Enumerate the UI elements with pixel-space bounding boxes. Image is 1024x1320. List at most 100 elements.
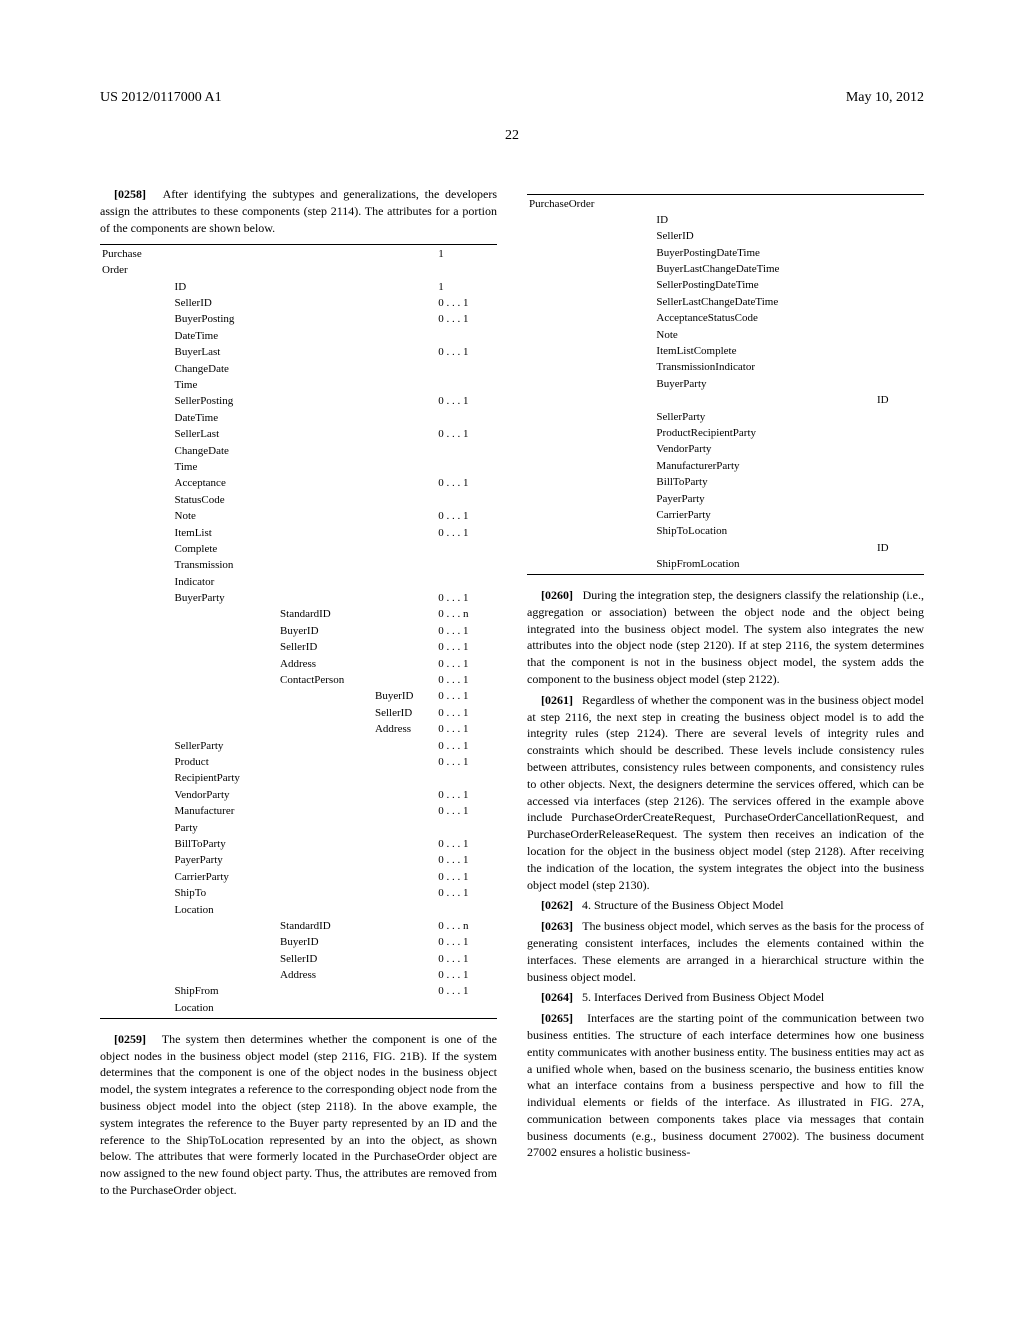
table-cell: 0 . . . 1 [436,804,497,820]
table-cell [373,951,436,967]
table-cell [278,836,373,852]
table-cell: SellerLastChangeDateTime [654,294,875,310]
table-cell: PayerParty [654,491,875,507]
table-cell [100,640,173,656]
table-row: PayerParty0 . . . 1 [100,853,497,869]
table-cell [654,540,875,556]
table-cell [373,410,436,426]
table-cell [436,328,497,344]
table-cell [373,263,436,279]
para-num: [0265] [541,1011,573,1025]
table-cell: 0 . . . n [436,607,497,623]
table-cell: 0 . . . 1 [436,296,497,312]
table-cell [527,294,654,310]
table-cell [875,196,924,212]
table-row: Note [527,327,924,343]
table-cell [173,935,279,951]
table-cell [100,771,173,787]
table-cell [100,574,173,590]
table-cell [278,574,373,590]
table-row [527,573,924,575]
table-cell [436,410,497,426]
table-cell [278,705,373,721]
table-row: Indicator [100,574,497,590]
table-cell [373,591,436,607]
table-cell [527,212,654,228]
para-0265: [0265] Interfaces are the starting point… [527,1010,924,1161]
table-cell: SellerParty [173,738,279,754]
table-cell [100,820,173,836]
table-cell: ShipToLocation [654,524,875,540]
table-row: Time [100,459,497,475]
table-cell [278,443,373,459]
para-text: 5. Interfaces Derived from Business Obje… [582,990,824,1004]
table-cell [373,607,436,623]
table-cell [100,886,173,902]
table-cell [100,296,173,312]
table-cell [100,328,173,344]
table-cell: Time [173,459,279,475]
table-cell: ShipFrom [173,984,279,1000]
table-row: SellerLast0 . . . 1 [100,427,497,443]
table-cell: 0 . . . 1 [436,984,497,1000]
table-cell: BuyerID [278,623,373,639]
table-cell: ProductRecipientParty [654,425,875,441]
table-row: BuyerPostingDateTime [527,245,924,261]
table-cell [278,853,373,869]
table-row: Complete [100,541,497,557]
table-cell: BuyerLastChangeDateTime [654,262,875,278]
table-row: Order [100,263,497,279]
table-cell: ChangeDate [173,361,279,377]
table-cell: VendorParty [173,787,279,803]
table-cell [278,361,373,377]
table-cell: StandardID [278,607,373,623]
table-cell [100,689,173,705]
table-row: ID1 [100,279,497,295]
table-cell [654,196,875,212]
table-cell: BillToParty [654,475,875,491]
table-row: Location [100,902,497,918]
table-row: SellerPostingDateTime [527,278,924,294]
table-cell: BillToParty [173,836,279,852]
table-cell [173,1017,279,1019]
table-cell [173,968,279,984]
table-cell [100,673,173,689]
table-cell: 0 . . . 1 [436,345,497,361]
para-0264: [0264] 5. Interfaces Derived from Busine… [527,989,924,1006]
table-cell [100,591,173,607]
table-cell [436,459,497,475]
table-cell [373,476,436,492]
para-text: Interfaces are the starting point of the… [527,1011,924,1159]
table-cell [875,344,924,360]
table-cell [278,345,373,361]
table-cell: 0 . . . 1 [436,853,497,869]
table-cell: 0 . . . 1 [436,689,497,705]
table-cell [875,376,924,392]
table-cell [373,787,436,803]
table-cell [100,427,173,443]
table-cell [100,836,173,852]
table-cell [527,557,654,573]
table-cell [173,246,279,262]
table-row: ShipFrom 0 . . . 1 [100,984,497,1000]
table-cell: DateTime [173,410,279,426]
table-cell: 0 . . . 1 [436,951,497,967]
table-cell [436,378,497,394]
table-cell [373,443,436,459]
table-cell [373,984,436,1000]
table-cell [875,360,924,376]
table-cell: StandardID [278,918,373,934]
table-cell [875,491,924,507]
table-cell [278,771,373,787]
table-cell [100,787,173,803]
table-row: Location [100,1000,497,1016]
table-row: Acceptance0 . . . 1 [100,476,497,492]
table-cell [527,327,654,343]
table-cell [100,607,173,623]
table-cell [100,509,173,525]
table-cell: Location [173,902,279,918]
table-cell: Transmission [173,558,279,574]
table-cell [373,640,436,656]
table-cell: 0 . . . 1 [436,886,497,902]
table-row: AcceptanceStatusCode [527,311,924,327]
